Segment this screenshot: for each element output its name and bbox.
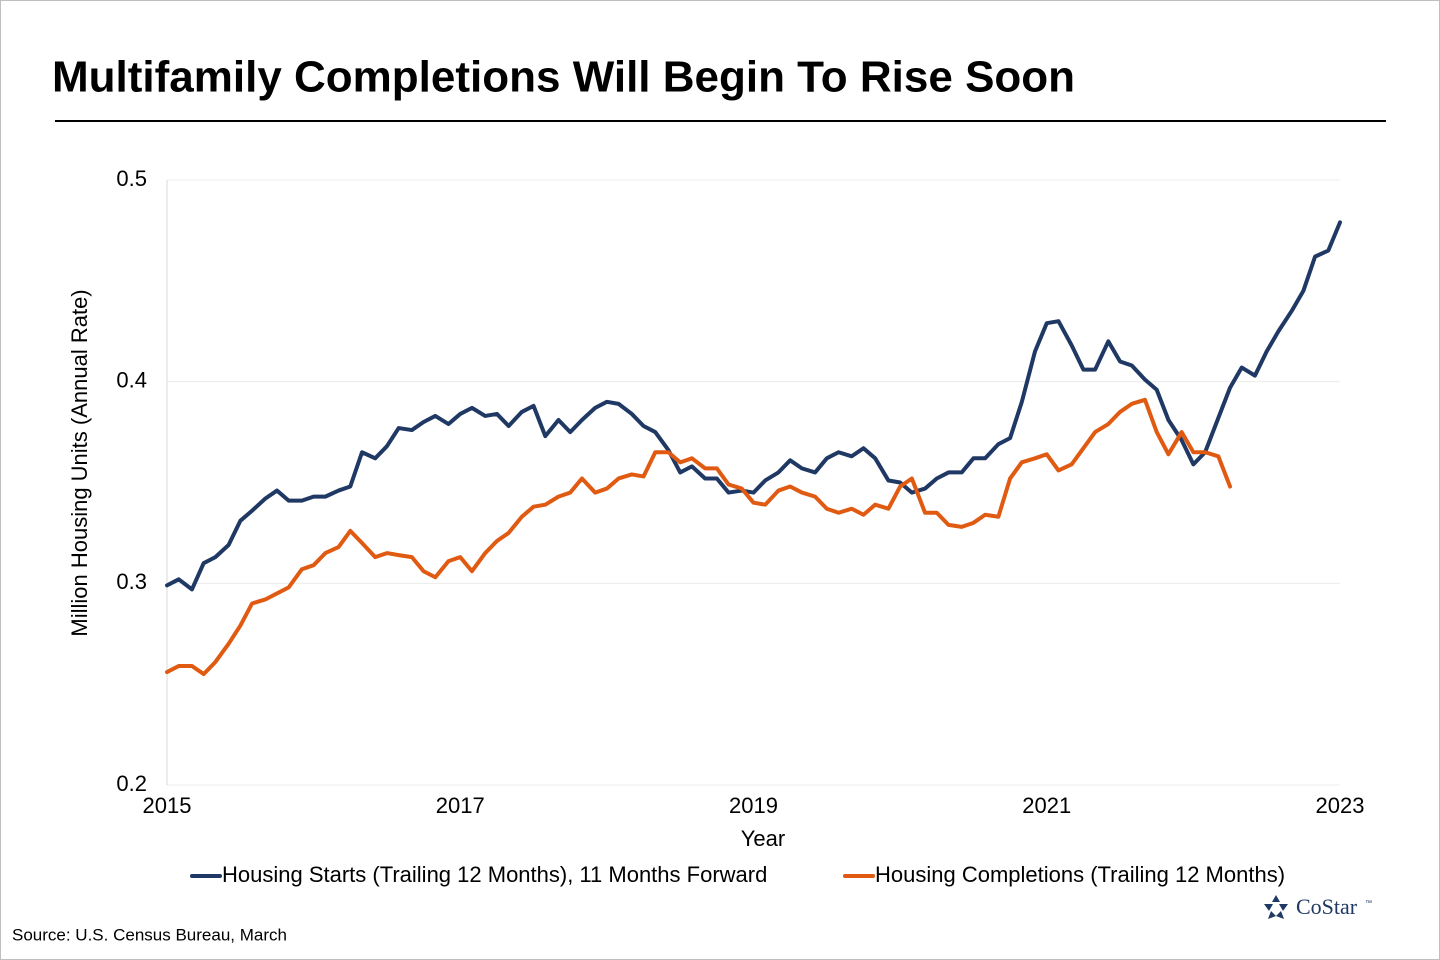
x-tick-label: 2021 [1022, 793, 1071, 818]
y-tick-label: 0.4 [116, 367, 147, 392]
chart-title: Multifamily Completions Will Begin To Ri… [52, 53, 1075, 102]
series-line [165, 397, 1233, 677]
x-axis-title: Year [741, 826, 785, 851]
x-tick-label: 2017 [436, 793, 485, 818]
x-tick-label: 2023 [1316, 793, 1365, 818]
source-note: Source: U.S. Census Bureau, March [12, 925, 287, 944]
x-tick-label: 2015 [143, 793, 192, 818]
series-line [165, 220, 1342, 592]
y-tick-label: 0.3 [116, 569, 147, 594]
x-tick-label: 2019 [729, 793, 778, 818]
legend-label: Housing Completions (Trailing 12 Months) [875, 862, 1285, 887]
y-axis-title: Million Housing Units (Annual Rate) [67, 289, 92, 636]
y-tick-label: 0.2 [116, 771, 147, 796]
legend-label: Housing Starts (Trailing 12 Months), 11 … [222, 862, 767, 887]
logo-trademark: ™ [1365, 900, 1372, 907]
logo-icon [1264, 895, 1288, 919]
logo: CoStar ™ [1264, 894, 1372, 919]
legend: Housing Starts (Trailing 12 Months), 11 … [190, 862, 1285, 887]
y-tick-label: 0.5 [116, 166, 147, 191]
logo-text: CoStar [1296, 894, 1358, 919]
